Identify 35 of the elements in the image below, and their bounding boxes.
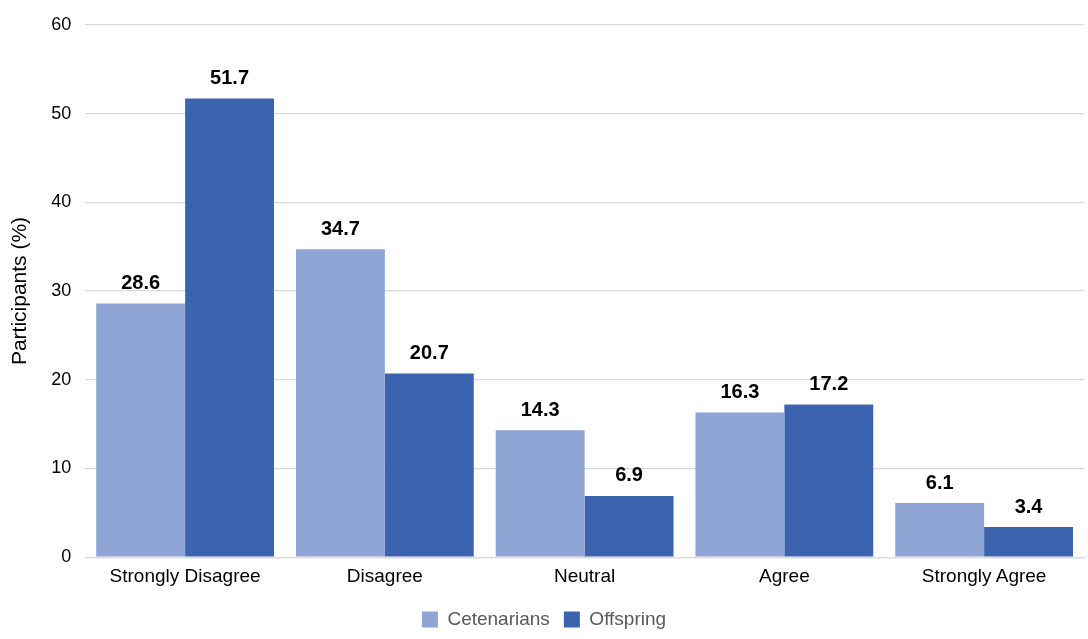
y-tick-label: 20: [51, 368, 72, 389]
data-label: 20.7: [409, 341, 449, 364]
bar: [895, 503, 985, 557]
bar: [185, 98, 274, 557]
y-tick-label: 50: [51, 102, 72, 123]
x-tick-label: Agree: [759, 564, 810, 586]
data-label: 6.9: [615, 463, 643, 486]
bar: [784, 404, 874, 557]
y-tick-label: 10: [51, 457, 72, 478]
x-tick-label: Strongly Disagree: [109, 564, 261, 586]
y-tick-label: 40: [51, 191, 72, 212]
y-tick-label: 0: [61, 546, 72, 567]
data-label: 28.6: [121, 270, 161, 293]
data-label: 3.4: [1014, 494, 1044, 517]
data-label: 17.2: [809, 372, 849, 395]
legend-label: Offspring: [589, 607, 667, 629]
y-tick-label: 60: [51, 13, 72, 34]
bar: [495, 430, 585, 557]
data-label: 6.1: [925, 470, 954, 493]
y-tick-label: 30: [51, 279, 72, 300]
y-axis-title: Participants (%): [7, 216, 31, 366]
bar: [584, 495, 674, 557]
x-tick-label: Disagree: [346, 564, 423, 586]
x-tick-label: Neutral: [553, 564, 616, 586]
x-tick-label: Strongly Agree: [921, 564, 1047, 586]
data-label: 16.3: [720, 380, 760, 403]
legend-label: Cetenarians: [447, 607, 550, 629]
bar: [96, 303, 186, 557]
data-label: 34.7: [320, 216, 360, 239]
bar: [984, 527, 1074, 557]
data-label: 51.7: [210, 65, 250, 88]
bar: [295, 249, 385, 557]
bar: [384, 373, 474, 557]
bar: [695, 412, 785, 557]
data-label: 14.3: [520, 397, 560, 420]
